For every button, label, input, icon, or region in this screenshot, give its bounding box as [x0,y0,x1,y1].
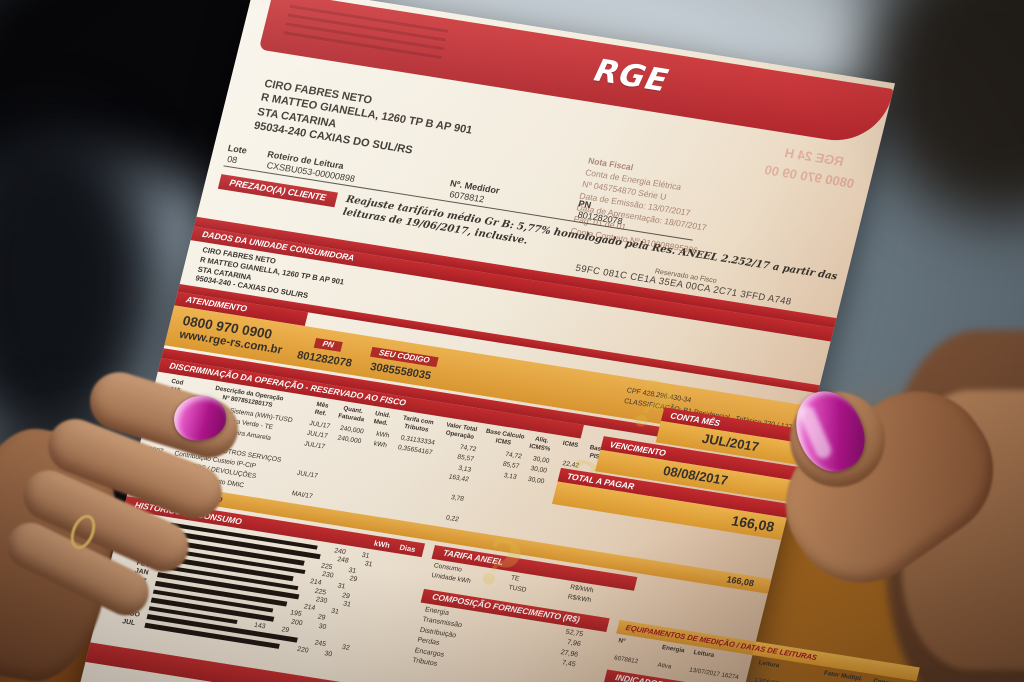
atendimento-contacts: 0800 970 0900 www.rge-rs.com.br [178,314,287,357]
pn-cell: PN 801282078 [296,330,358,370]
total-consolidado-value: 166,08 [725,574,756,589]
table-cell: Base Cálculo ICMS [485,427,526,447]
table-cell: Valor Total Operação [444,421,478,441]
pn-label: PN [313,338,343,353]
table-cell: Tarifa com Tributos [402,414,435,434]
background-blur-shape [870,0,1024,220]
table-cell: Quant. Faturada [337,405,365,423]
table-cell: Alíq. ICMS% [528,435,552,453]
reverse-side-ghost-text: RGE 24 H 0800 970 09 00 [762,141,861,193]
pn-value: 801282078 [295,349,354,370]
table-cell: Mês Ref. [313,401,330,418]
rge-logo: RGE [590,52,673,100]
kwh-column-label: kWh [373,538,391,550]
dias-column-label: Dias [398,542,417,554]
table-cell: Unid. Med. [373,410,392,427]
seu-codigo-cell: SEU CÓDIGO 3085558035 [366,341,440,383]
year-label [103,618,123,621]
